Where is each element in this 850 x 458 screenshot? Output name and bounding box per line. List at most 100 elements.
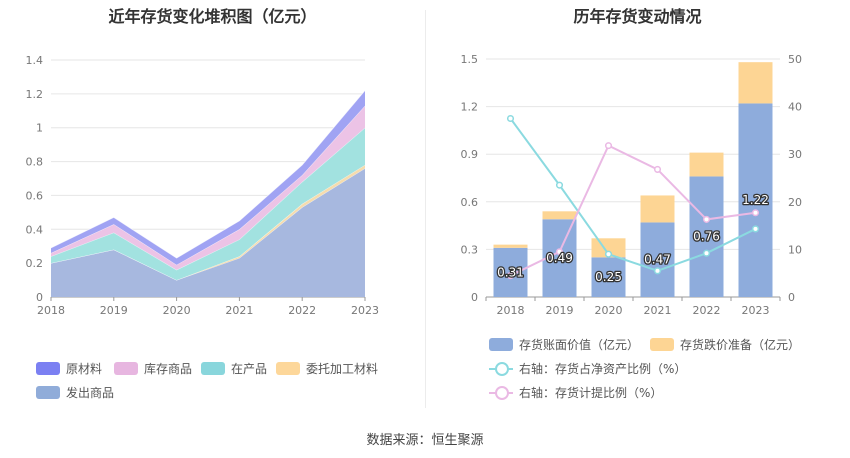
line-point [653,165,662,173]
legend-swatch [114,362,138,375]
right-y-tick-label: 0 [788,291,795,304]
line-point [604,250,613,258]
bar-data-label: 0.47 [644,253,671,267]
x-tick-label: 2020 [595,304,623,317]
y-tick-label: 0.6 [26,189,44,202]
legend-swatch [489,362,513,376]
legend-label: 右轴：存货计提比例（%） [519,386,663,400]
y-tick-label: 0.2 [26,257,44,270]
legend-item[interactable]: 存货跌价准备（亿元） [650,336,800,353]
line-point [555,248,564,256]
left-y-tick-label: 1.2 [461,101,479,114]
y-tick-label: 0.4 [26,223,44,236]
x-tick-label: 2018 [497,304,525,317]
bar-data-label: 1.22 [742,193,769,207]
x-tick-label: 2020 [163,304,191,317]
legend-swatch [489,338,513,351]
legend-item[interactable]: 在产品 [201,360,267,377]
right-y-tick-label: 40 [788,101,802,114]
bar-存货跌价准备（亿元） [493,244,528,248]
left-y-tick-label: 0.9 [461,148,479,161]
y-tick-label: 1.2 [26,88,44,101]
right-chart-legend: 存货账面价值（亿元） 存货跌价准备（亿元） 右轴：存货占净资产比例（%） 右轴：存货计… [425,0,850,420]
bar-data-label: 0.76 [693,230,720,244]
bar-data-label: 0.49 [546,251,573,265]
bar-存货账面价值（亿元） [591,257,626,297]
legend-swatch [36,386,60,399]
legend-swatch [36,362,60,375]
line-point [702,249,711,257]
legend-item[interactable]: 库存商品 [114,360,192,377]
legend-item[interactable]: 发出商品 [36,384,114,401]
y-tick-label: 1 [36,122,43,135]
line-point [604,142,613,150]
legend-label: 委托加工材料 [306,362,379,376]
legend-item[interactable]: 存货账面价值（亿元） [489,336,639,353]
bar-存货账面价值（亿元） [640,222,675,297]
legend-label: 存货跌价准备（亿元） [680,338,801,352]
y-tick-label: 0.8 [26,156,44,169]
left-chart-legend: 原材料 库存商品 在产品 委托加工材料发出商品 [0,0,425,420]
legend-swatch [489,386,513,400]
stacked-area-chart: 0 0.2 0.4 0.6 0.8 1 1.2 1.4 2018 2019 2020 2021 2022… [26,54,380,317]
right-y-tick-label: 50 [788,53,802,66]
left-y-tick-label: 0.3 [461,243,479,256]
legend-label: 发出商品 [66,386,115,400]
right-y-tick-label: 30 [788,148,802,161]
left-chart-title: 近年存货变化堆积图（亿元） [108,7,317,26]
x-tick-label: 2023 [742,304,770,317]
legend-label: 右轴：存货占净资产比例（%） [519,362,687,376]
left-y-tick-label: 1.5 [461,53,479,66]
panel-divider [425,10,426,408]
legend-label: 存货账面价值（亿元） [519,338,640,352]
x-tick-label: 2022 [288,304,316,317]
bar-存货跌价准备（亿元） [689,152,724,177]
legend-item[interactable]: 原材料 [36,360,102,377]
legend-item[interactable]: 委托加工材料 [276,360,378,377]
line-point [653,267,662,275]
line-右轴：存货占净资产比例（%） [509,117,756,272]
area-edge-原材料 [50,90,366,259]
right-y-tick-label: 10 [788,243,802,256]
line-point [751,225,760,233]
bar-data-label: 0.25 [595,270,622,284]
data-source-note: 数据来源：恒生聚源 [366,433,484,448]
line-point [506,114,515,123]
y-tick-label: 1.4 [26,54,44,67]
bar-存货账面价值（亿元） [738,103,773,297]
left-y-tick-label: 0 [471,291,478,304]
bar-存货跌价准备（亿元） [640,195,675,223]
line-point [555,181,564,189]
bar-存货账面价值（亿元） [689,176,724,297]
legend-swatch [276,362,300,375]
line-右轴：存货计提比例（%） [510,144,756,277]
x-tick-label: 2018 [37,304,65,317]
inventory-bar-line-chart: 0 0.3 0.6 0.9 1.2 1.5 0 10 20 30 40 50 2018 2019 2020 2… [461,53,803,317]
x-tick-label: 2019 [546,304,574,317]
legend-swatch [201,362,225,375]
right-chart-title: 历年存货变动情况 [573,7,702,26]
legend-item[interactable]: 右轴：存货占净资产比例（%） [489,360,686,377]
legend-label: 库存商品 [144,362,193,376]
left-y-tick-label: 0.6 [461,196,479,209]
right-chart-panel: 历年存货变动情况 0 0.3 0.6 0.9 1.2 1.5 0 10 20 30 40 50 2018… [425,0,850,420]
legend-swatch [650,338,674,351]
line-point [702,215,711,223]
x-tick-label: 2021 [644,304,672,317]
right-y-tick-label: 20 [788,196,802,209]
x-tick-label: 2019 [100,304,128,317]
bar-存货跌价准备（亿元） [738,62,773,104]
y-tick-label: 0 [36,291,43,304]
legend-label: 原材料 [66,362,103,376]
area-发出商品 [51,168,365,297]
bar-存货跌价准备（亿元） [542,211,577,220]
left-chart-panel: 近年存货变化堆积图（亿元） 0 0.2 0.4 0.6 0.8 1 1.2 1.4 2018 20… [0,0,425,420]
legend-label: 在产品 [231,362,268,376]
x-tick-label: 2022 [693,304,721,317]
x-tick-label: 2021 [225,304,253,317]
legend-item[interactable]: 右轴：存货计提比例（%） [489,384,662,401]
x-tick-label: 2023 [351,304,379,317]
line-point [751,209,760,217]
line-point [506,272,515,280]
bar-data-label: 0.31 [497,265,524,279]
